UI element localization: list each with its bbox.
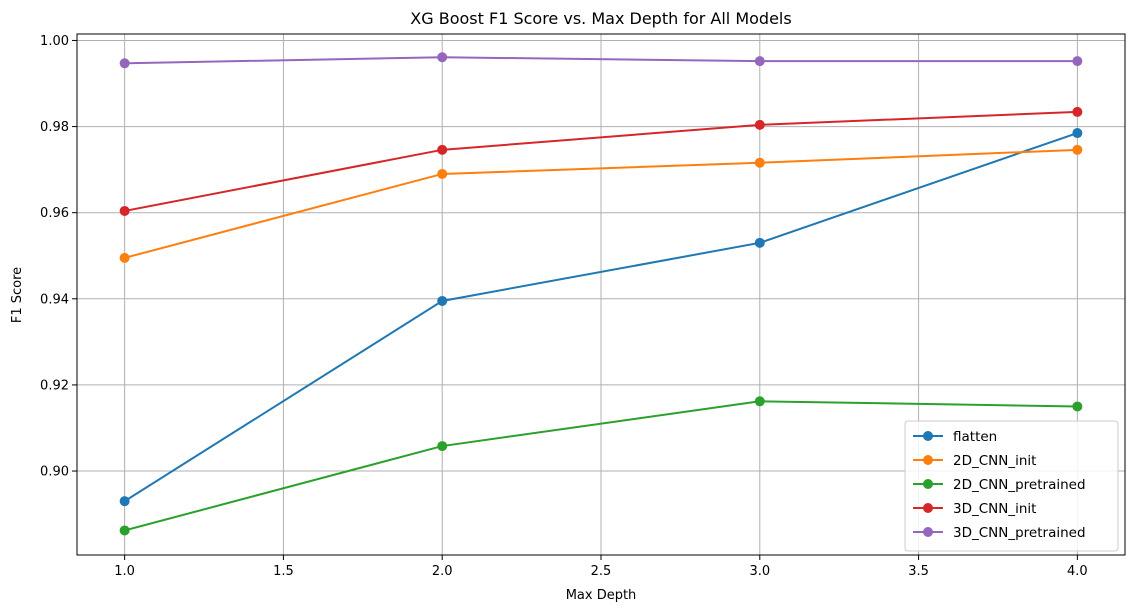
data-point — [119, 496, 130, 507]
series-group — [119, 52, 1083, 536]
series-2d-cnn-init — [119, 144, 1083, 263]
legend-label: 2D_CNN_init — [953, 453, 1036, 469]
series-line — [124, 56, 1078, 65]
series-line — [124, 400, 1078, 532]
x-tick-label: 2.0 — [432, 564, 453, 579]
data-point — [1072, 106, 1083, 117]
series-line — [124, 148, 1078, 259]
data-point — [1072, 56, 1083, 67]
legend-marker — [923, 479, 933, 489]
data-point — [437, 441, 448, 452]
legend-item: 3D_CNN_pretrained — [913, 525, 1086, 541]
data-point — [119, 205, 130, 216]
chart-title: XG Boost F1 Score vs. Max Depth for All … — [410, 9, 791, 28]
data-point — [754, 119, 765, 130]
y-tick-label: 1.00 — [40, 34, 69, 49]
legend-item: flatten — [913, 429, 997, 445]
series-2d-cnn-pretrained — [119, 396, 1083, 536]
legend-item: 3D_CNN_init — [913, 501, 1036, 517]
legend: flatten 2D_CNN_init 2D_CNN_pretrained 3D_CN… — [904, 420, 1119, 552]
data-point — [754, 396, 765, 407]
legend-label: 3D_CNN_pretrained — [953, 525, 1086, 541]
legend-marker — [923, 455, 933, 465]
y-tick-label: 0.98 — [40, 120, 69, 135]
data-point — [437, 168, 448, 179]
legend-label: flatten — [953, 429, 997, 445]
data-point — [119, 58, 130, 69]
y-tick-label: 0.96 — [40, 206, 69, 221]
x-tick-label: 2.5 — [591, 564, 612, 579]
data-point — [119, 525, 130, 536]
x-tick-label: 3.0 — [749, 564, 770, 579]
data-point — [437, 295, 448, 306]
x-axis-label: Max Depth — [566, 588, 637, 603]
axis-ticks: 1.0 1.5 2.0 2.5 3.0 3.5 4.0 0.90 0.92 0.94 0.96 0.9… — [40, 34, 1088, 579]
legend-marker — [923, 503, 933, 513]
data-point — [754, 56, 765, 67]
y-tick-label: 0.90 — [40, 465, 69, 480]
legend-item: 2D_CNN_init — [913, 453, 1036, 469]
y-tick-label: 0.94 — [40, 292, 69, 307]
x-tick-label: 1.5 — [273, 564, 294, 579]
data-point — [1072, 144, 1083, 155]
series-line — [124, 132, 1078, 503]
x-tick-label: 4.0 — [1067, 564, 1088, 579]
y-tick-label: 0.92 — [40, 378, 69, 393]
legend-item: 2D_CNN_pretrained — [913, 477, 1086, 493]
series-flatten — [119, 128, 1083, 507]
plot-frame — [76, 33, 1126, 556]
data-point — [754, 157, 765, 168]
y-axis-label: F1 Score — [10, 267, 25, 323]
data-point — [1072, 401, 1083, 412]
data-point — [1072, 128, 1083, 139]
data-point — [754, 237, 765, 248]
x-tick-label: 3.5 — [908, 564, 929, 579]
legend-marker — [923, 431, 933, 441]
series-line — [124, 110, 1078, 212]
data-point — [437, 144, 448, 155]
data-point — [119, 252, 130, 263]
legend-label: 2D_CNN_pretrained — [953, 477, 1086, 493]
grid — [77, 34, 1125, 555]
data-point — [437, 52, 448, 63]
x-tick-label: 1.0 — [114, 564, 135, 579]
series-3d-cnn-pretrained — [119, 52, 1083, 69]
legend-marker — [923, 527, 933, 537]
legend-box — [904, 420, 1119, 552]
legend-label: 3D_CNN_init — [953, 501, 1036, 517]
series-3d-cnn-init — [119, 106, 1083, 216]
